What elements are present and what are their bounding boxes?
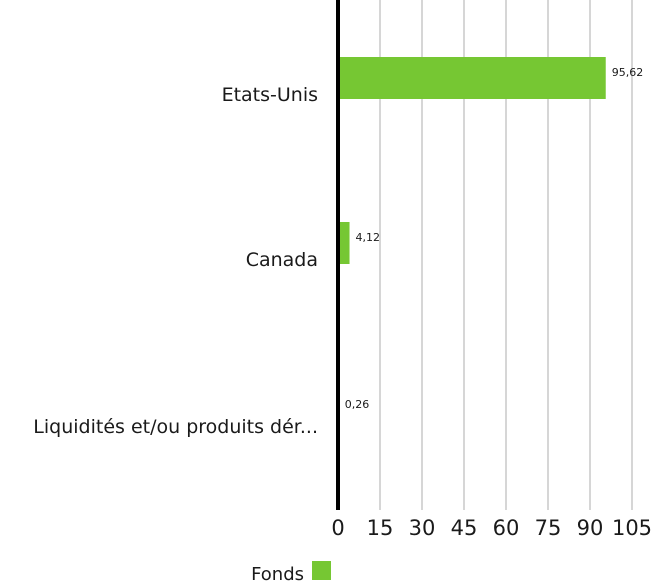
category-label-3: Liquidités et/ou produits dér...: [33, 416, 318, 438]
bar-2: [338, 222, 350, 264]
x-tick-label-0: 0: [331, 516, 344, 540]
x-tick-label-60: 60: [493, 516, 520, 540]
legend-swatch-fonds: [312, 561, 331, 580]
bar-1: [338, 57, 606, 99]
x-tick-label-30: 30: [409, 516, 436, 540]
x-tick-label-15: 15: [367, 516, 394, 540]
data-labels: 95,62 4,12 0,26: [345, 66, 644, 411]
x-tick-label-90: 90: [577, 516, 604, 540]
bars: [338, 57, 606, 431]
category-label-2: Canada: [246, 249, 318, 271]
data-label-2: 4,12: [356, 231, 381, 244]
data-label-1: 95,62: [612, 66, 644, 79]
x-tick-label-45: 45: [451, 516, 478, 540]
category-label-1: Etats-Unis: [222, 84, 318, 106]
x-tick-label-75: 75: [535, 516, 562, 540]
legend: Fonds: [251, 561, 331, 581]
tick-labels: 0 15 30 45 60 75 90 105: [331, 516, 652, 540]
legend-label-fonds: Fonds: [251, 564, 304, 581]
data-label-3: 0,26: [345, 398, 370, 411]
x-tick-label-105: 105: [612, 516, 652, 540]
category-labels: Etats-Unis Canada Liquidités et/ou produit…: [33, 84, 318, 438]
